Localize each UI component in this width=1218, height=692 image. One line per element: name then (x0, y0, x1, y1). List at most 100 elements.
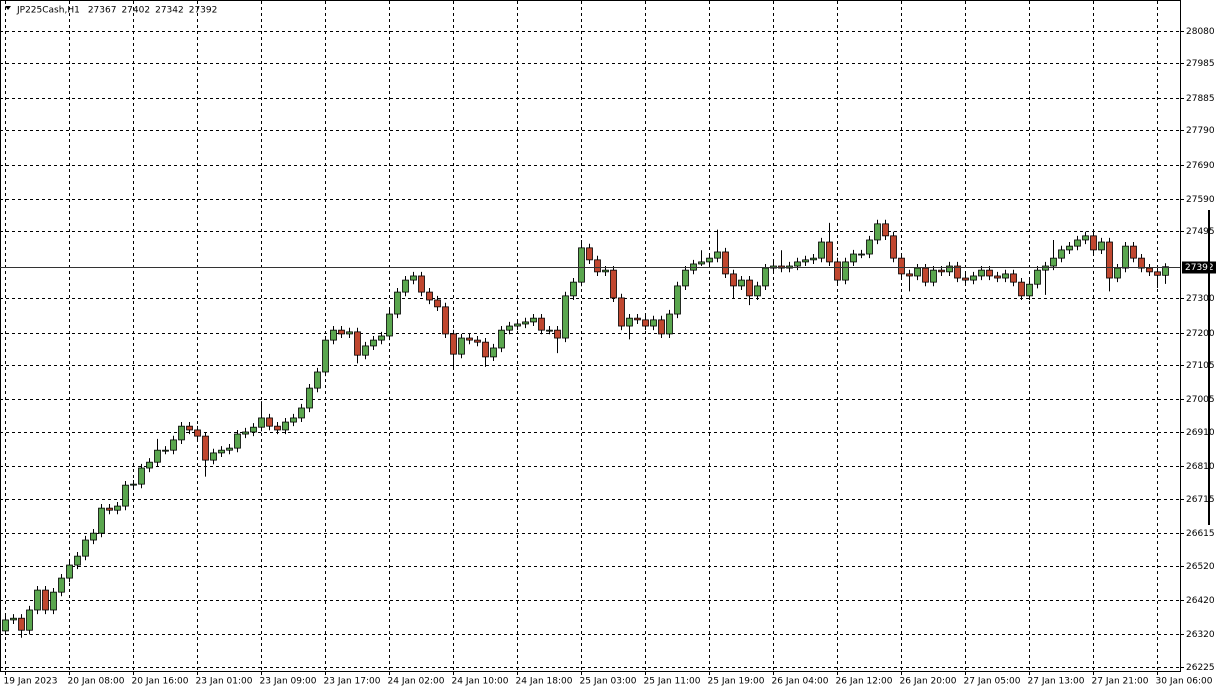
candle-body (826, 241, 833, 263)
candle-body (746, 279, 753, 297)
y-tick-label: 26910 (1186, 428, 1215, 438)
candle-body (554, 329, 561, 339)
candle-body (466, 337, 473, 341)
candle-body (650, 319, 657, 327)
candle-body (34, 589, 41, 611)
candle-body (618, 297, 625, 327)
candle-body (882, 223, 889, 237)
candle-body (282, 421, 289, 431)
candle-body (330, 329, 337, 341)
candle-body (818, 241, 825, 259)
candle-body (1058, 249, 1065, 259)
candle-body (1010, 273, 1017, 283)
candle-body (722, 251, 729, 275)
candle-body (242, 431, 249, 435)
header-icon (5, 6, 11, 10)
candle-body (498, 329, 505, 349)
y-tick-label: 26810 (1186, 462, 1215, 472)
y-tick-label: 28080 (1186, 27, 1215, 37)
candle-body (522, 321, 529, 325)
y-tick-label: 27005 (1186, 395, 1215, 405)
candle-body (978, 269, 985, 277)
candle-body (578, 247, 585, 283)
candle-body (530, 317, 537, 323)
candle-body (626, 317, 633, 327)
candle-body (58, 577, 65, 593)
x-tick-label: 24 Jan 10:00 (452, 677, 509, 687)
candle-body (834, 261, 841, 281)
candle-body (370, 339, 377, 347)
y-tick-label: 27300 (1186, 294, 1215, 304)
price-label-bg (1182, 261, 1216, 274)
candle-body (66, 564, 73, 579)
candle-body (170, 439, 177, 451)
price-label: 27392 (1185, 263, 1214, 273)
candle-body (402, 279, 409, 293)
candle-body (290, 417, 297, 423)
candle-body (1098, 241, 1105, 251)
x-tick-label: 26 Jan 12:00 (836, 677, 893, 687)
candle-body (922, 267, 929, 283)
candle-body (1074, 239, 1081, 247)
candle-body (1106, 241, 1113, 279)
candle-body (546, 329, 553, 332)
candle-body (682, 269, 689, 287)
candle-body (802, 259, 809, 263)
header-high: 27402 (121, 6, 150, 16)
x-tick-label: 25 Jan 11:00 (644, 677, 701, 687)
candle-body (794, 261, 801, 267)
candle-body (1034, 269, 1041, 285)
candle-body (986, 269, 993, 277)
candle-body (362, 345, 369, 356)
candle-body (674, 285, 681, 315)
candle-body (482, 341, 489, 358)
header-open: 27367 (88, 6, 117, 16)
candle-body (890, 235, 897, 259)
candle-body (810, 257, 817, 261)
x-tick-label: 26 Jan 20:00 (900, 677, 957, 687)
candle-body (82, 539, 89, 557)
candle-body (634, 317, 641, 321)
candle-body (194, 429, 201, 437)
candle-body (426, 291, 433, 301)
candle-body (186, 425, 193, 431)
candle-body (2, 619, 9, 632)
x-tick-label: 25 Jan 03:00 (580, 677, 637, 687)
candle-body (1050, 257, 1057, 267)
candle-body (1002, 273, 1009, 279)
x-tick-label: 23 Jan 09:00 (260, 677, 317, 687)
candle-body (914, 267, 921, 277)
y-tick-label: 27885 (1186, 94, 1215, 104)
candle-body (90, 532, 97, 541)
x-tick-label: 26 Jan 04:00 (772, 677, 829, 687)
candle-body (738, 279, 745, 287)
candle-body (314, 371, 321, 389)
candle-body (1090, 235, 1097, 251)
x-tick-label: 20 Jan 08:00 (68, 677, 125, 687)
candle-body (50, 591, 57, 611)
candle-body (74, 555, 81, 566)
candle-body (162, 449, 169, 452)
candle-body (962, 277, 969, 281)
candle-body (946, 265, 953, 273)
candle-body (18, 617, 25, 631)
candle-body (1018, 281, 1025, 297)
y-tick-label: 27105 (1186, 361, 1215, 371)
candle-body (954, 265, 961, 279)
candle-body (226, 447, 233, 451)
candle-body (1026, 283, 1033, 297)
candle-body (514, 323, 521, 327)
y-tick-label: 27690 (1186, 161, 1215, 171)
candle-body (762, 267, 769, 287)
candle-body (250, 426, 257, 433)
candle-body (970, 275, 977, 281)
y-tick-label: 27495 (1186, 227, 1215, 237)
candle-body (1066, 245, 1073, 251)
candle-body (610, 269, 617, 299)
x-tick-label: 24 Jan 02:00 (388, 677, 445, 687)
candle-body (730, 273, 737, 287)
candle-body (1114, 267, 1121, 279)
y-tick-label: 27200 (1186, 329, 1215, 339)
candle-body (1138, 257, 1145, 269)
candle-body (202, 435, 209, 461)
